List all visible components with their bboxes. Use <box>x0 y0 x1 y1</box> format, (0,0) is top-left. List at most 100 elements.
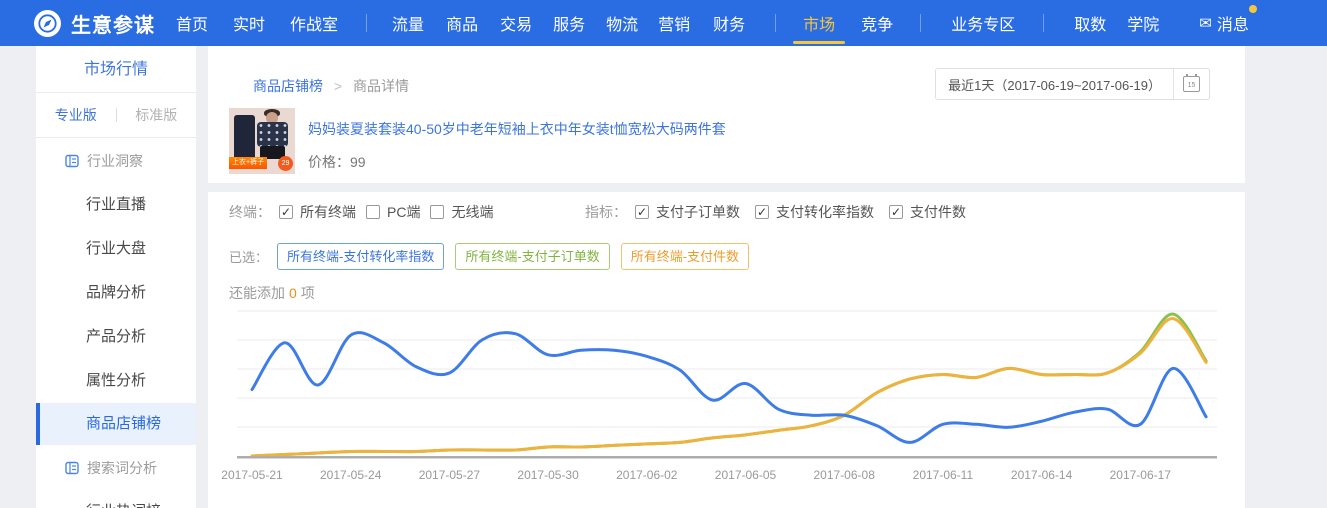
product-thumbnail[interactable]: 上衣+裤子 29 <box>229 108 295 174</box>
calendar-icon: 15 <box>1183 74 1200 92</box>
thumbnail-figure <box>260 146 285 159</box>
brand-title: 生意参谋 <box>71 14 155 37</box>
breadcrumb-separator: > <box>333 78 343 94</box>
selected-tag-paid-items[interactable]: 所有终端-支付件数 <box>620 243 750 270</box>
nav-message[interactable]: ✉ 消息 <box>1199 5 1257 35</box>
filter-row: 终端： 所有终端 PC端 无线端 指标： 支付子订单数 支付转化率指数 <box>208 198 1245 226</box>
calendar-button[interactable]: 15 <box>1173 69 1209 99</box>
nav-realtime[interactable]: 实时 <box>233 17 266 34</box>
metric-filter-group: 指标： 支付子订单数 支付转化率指数 支付件数 <box>585 198 981 226</box>
option-label: PC端 <box>387 204 421 220</box>
sidebar-item-goods-shop-ranking[interactable]: 商品店铺榜 <box>36 403 196 445</box>
nav-logistics[interactable]: 物流 <box>606 17 639 34</box>
nav-fetch-data[interactable]: 取数 <box>1074 17 1107 34</box>
thumbnail-price-badge: 29 <box>278 156 293 171</box>
product-title-link[interactable]: 妈妈装夏装套装40-50岁中老年短袖上衣中年女装t恤宽松大码两件套 <box>308 121 726 137</box>
selected-label: 已选： <box>229 250 269 265</box>
nav-traffic[interactable]: 流量 <box>392 17 425 34</box>
version-pro-tab[interactable]: 专业版 <box>54 107 97 123</box>
remaining-count-row: 还能添加 0 项 <box>229 283 315 303</box>
product-header-card: 商品店铺榜 > 商品详情 最近1天（2017-06-19~2017-06-19）… <box>208 46 1245 183</box>
x-axis-label: 2017-05-30 <box>517 468 579 482</box>
remaining-suffix: 项 <box>300 285 315 301</box>
sidebar-item-brand-analysis[interactable]: 品牌分析 <box>86 284 147 301</box>
sidebar-item-industry-hot-words[interactable]: 行业热词榜 <box>36 490 196 508</box>
checkbox-pc-terminal[interactable]: PC端 <box>366 202 420 222</box>
option-label: 无线端 <box>451 204 494 220</box>
x-axis-label: 2017-06-02 <box>616 468 678 482</box>
checkbox-icon <box>889 205 903 219</box>
nav-divider <box>1043 14 1045 32</box>
checkbox-icon <box>279 205 293 219</box>
price-value: 99 <box>350 154 366 170</box>
nav-biz-zone[interactable]: 业务专区 <box>951 17 1016 34</box>
date-range-label: 最近1天（2017-06-19~2017-06-19） <box>948 77 1161 93</box>
ledger-icon <box>65 154 79 167</box>
x-axis-label: 2017-06-17 <box>1109 468 1171 482</box>
nav-divider <box>920 14 922 32</box>
trend-chart-card: 终端： 所有终端 PC端 无线端 指标： 支付子订单数 支付转化率指数 <box>208 192 1245 508</box>
checkbox-icon <box>366 205 380 219</box>
x-axis-label: 2017-06-14 <box>1010 468 1073 482</box>
sidebar-item-industry-live[interactable]: 行业直播 <box>86 196 147 213</box>
thumbnail-figure <box>257 122 288 147</box>
chart-canvas <box>237 310 1217 459</box>
checkbox-conversion-index[interactable]: 支付转化率指数 <box>755 202 874 222</box>
breadcrumb: 商品店铺榜 > 商品详情 <box>253 76 409 96</box>
x-axis-labels: 2017-05-21 2017-05-24 2017-05-27 2017-05-30… <box>221 468 1217 484</box>
selected-tag-conversion-index[interactable]: 所有终端-支付转化率指数 <box>277 243 445 270</box>
price-label: 价格： <box>308 154 350 170</box>
x-axis-label: 2017-06-11 <box>912 468 974 482</box>
checkbox-wireless-terminal[interactable]: 无线端 <box>430 202 493 222</box>
selected-tag-paid-sub-orders[interactable]: 所有终端-支付子订单数 <box>455 243 610 270</box>
sidebar-section-industry-insight[interactable]: 行业洞察 <box>36 138 196 183</box>
nav-divider <box>775 14 777 32</box>
checkbox-paid-items[interactable]: 支付件数 <box>889 202 966 222</box>
thumbnail-tag: 上衣+裤子 <box>229 157 268 169</box>
x-axis-line <box>237 456 1217 459</box>
ledger-icon <box>65 461 79 474</box>
thumbnail-pants-shape <box>234 115 255 161</box>
checkbox-icon <box>635 205 649 219</box>
nav-goods[interactable]: 商品 <box>446 17 479 34</box>
sidebar-item-attribute-analysis[interactable]: 属性分析 <box>86 372 147 389</box>
nav-service[interactable]: 服务 <box>553 17 586 34</box>
nav-marketing[interactable]: 营销 <box>658 17 691 34</box>
checkbox-paid-sub-orders[interactable]: 支付子订单数 <box>635 202 740 222</box>
remaining-count: 0 <box>289 285 297 301</box>
version-std-tab[interactable]: 标准版 <box>135 107 178 123</box>
section-label: 搜索词分析 <box>87 459 157 476</box>
nav-war-room[interactable]: 作战室 <box>290 17 339 34</box>
nav-academy[interactable]: 学院 <box>1127 17 1160 34</box>
sidebar-item-industry-overview[interactable]: 行业大盘 <box>86 240 147 257</box>
x-axis-label: 2017-06-08 <box>813 468 875 482</box>
series-line-2 <box>250 317 1208 458</box>
option-label: 支付转化率指数 <box>776 204 874 220</box>
trend-line-chart[interactable]: 2017-05-21 2017-05-24 2017-05-27 2017-05-30… <box>221 300 1217 500</box>
version-switcher: 专业版 标准版 <box>36 93 196 138</box>
chart-gridlines <box>237 310 1217 428</box>
nav-home[interactable]: 首页 <box>176 17 209 34</box>
nav-finance[interactable]: 财务 <box>713 17 746 34</box>
x-axis-label: 2017-05-27 <box>418 468 481 482</box>
option-label: 支付件数 <box>910 204 966 220</box>
nav-market[interactable]: 市场 <box>793 11 846 44</box>
sidebar-section-search-words[interactable]: 搜索词分析 <box>36 445 196 490</box>
remaining-prefix: 还能添加 <box>229 285 285 301</box>
date-range-picker[interactable]: 最近1天（2017-06-19~2017-06-19） 15 <box>935 68 1210 100</box>
nav-divider <box>366 14 368 32</box>
top-navbar: 生意参谋 首页 实时 作战室 流量 商品 交易 服务 物流 营销 财务 市场 竞… <box>0 0 1327 46</box>
nav-trade[interactable]: 交易 <box>500 17 533 34</box>
checkbox-all-terminals[interactable]: 所有终端 <box>279 202 356 222</box>
checkbox-icon <box>755 205 769 219</box>
section-label: 行业洞察 <box>87 152 143 169</box>
nav-compete[interactable]: 竞争 <box>861 17 894 34</box>
option-label: 所有终端 <box>300 204 356 220</box>
mail-icon: ✉ <box>1199 15 1212 32</box>
selected-tags-row: 已选： 所有终端-支付转化率指数 所有终端-支付子订单数 所有终端-支付件数 <box>229 243 760 270</box>
option-label: 支付子订单数 <box>656 204 740 220</box>
breadcrumb-parent-link[interactable]: 商品店铺榜 <box>253 78 323 94</box>
x-axis-label: 2017-06-05 <box>714 468 777 482</box>
checkbox-icon <box>430 205 445 219</box>
sidebar-item-product-analysis[interactable]: 产品分析 <box>86 328 147 345</box>
